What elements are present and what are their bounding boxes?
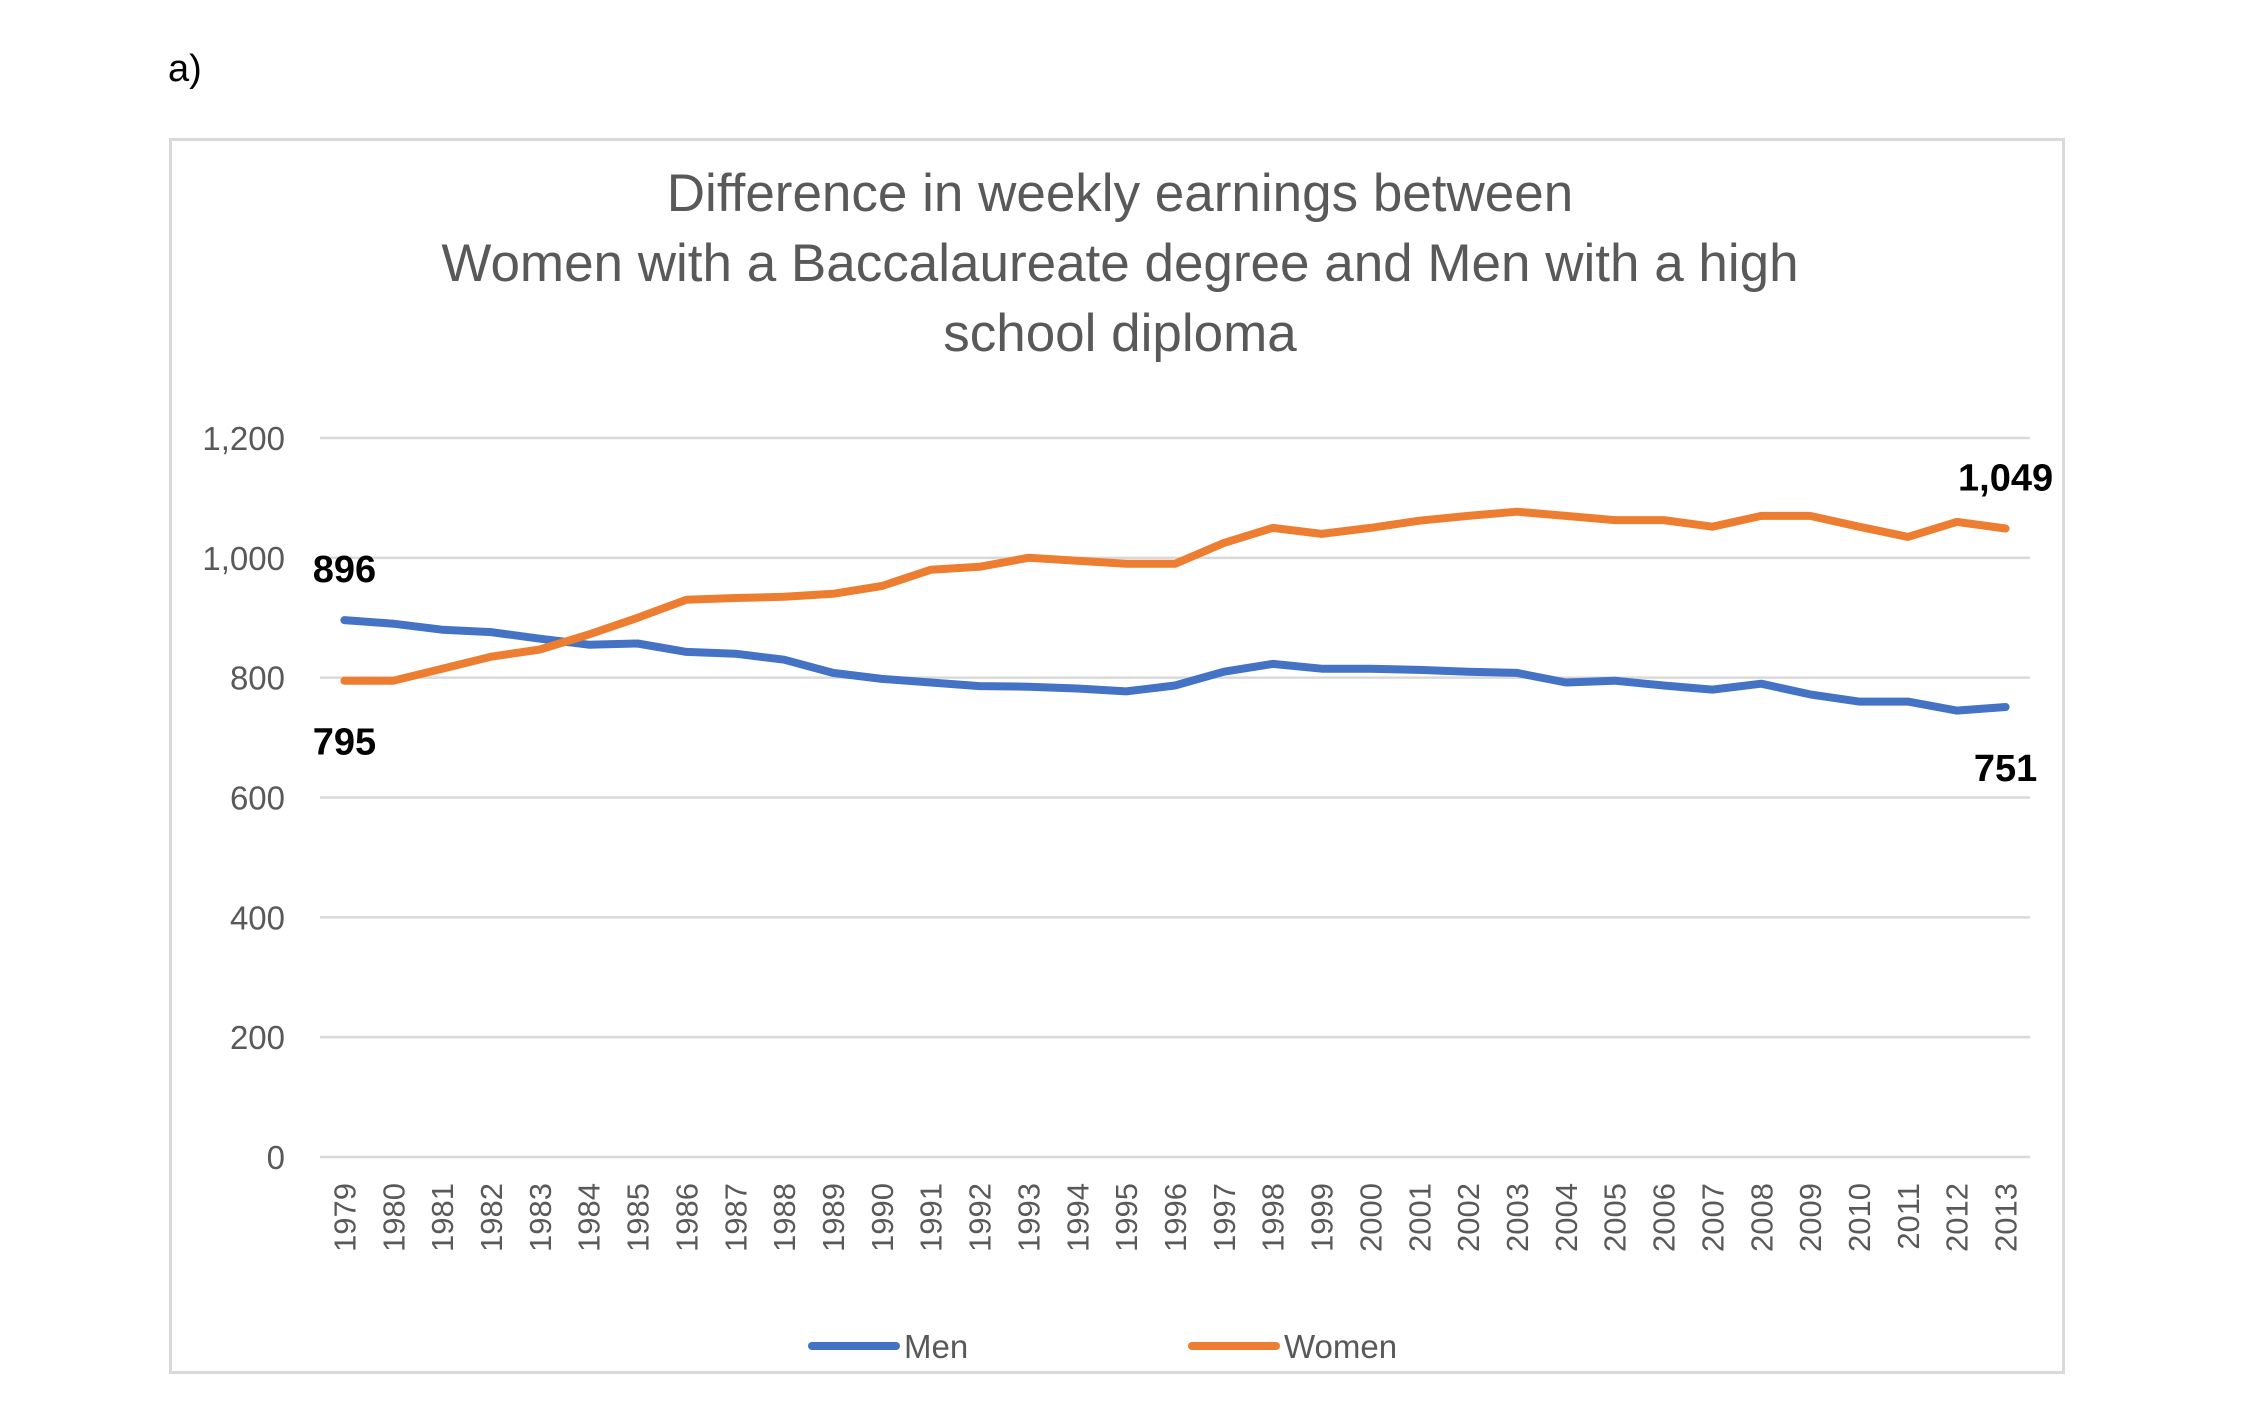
series-line-men	[340, 616, 2010, 715]
y-tick-label: 200	[230, 1019, 285, 1056]
x-tick-label: 2011	[1891, 1183, 1926, 1250]
x-tick-label: 1998	[1256, 1183, 1291, 1252]
x-tick-label: 1991	[914, 1183, 949, 1252]
x-tick-label: 2012	[1940, 1183, 1975, 1252]
data-label: 795	[313, 722, 376, 764]
x-axis: 1979 1980 1981 1982 1983 1984 1985 1986 1987 1988…	[327, 1183, 2023, 1252]
x-tick-label: 2004	[1549, 1183, 1584, 1252]
x-tick-label: 1983	[523, 1183, 558, 1252]
x-tick-label: 2002	[1451, 1183, 1486, 1252]
x-tick-label: 1995	[1109, 1183, 1144, 1252]
chart-frame: Difference in weekly earnings between Wom…	[169, 138, 2065, 1374]
y-axis: 0 200 400 600 800 1,000 1,200	[202, 420, 285, 1176]
x-tick-label: 2006	[1647, 1183, 1682, 1252]
y-tick-label: 0	[267, 1139, 285, 1176]
x-tick-label: 1993	[1011, 1183, 1046, 1252]
chart-title-line: Difference in weekly earnings between	[667, 164, 1573, 223]
legend-label-men: Men	[904, 1328, 968, 1365]
x-tick-label: 1992	[963, 1183, 998, 1252]
x-tick-label: 2001	[1402, 1183, 1437, 1252]
x-tick-label: 1994	[1060, 1183, 1095, 1252]
data-labels: 896 795 1,049 751	[313, 457, 2053, 790]
y-tick-label: 600	[230, 780, 285, 817]
y-tick-label: 1,200	[202, 420, 285, 457]
x-tick-label: 2008	[1744, 1183, 1779, 1252]
x-tick-label: 1979	[327, 1183, 362, 1252]
chart-title-line: Women with a Baccalaureate degree and Me…	[441, 234, 1798, 293]
data-label: 896	[313, 549, 376, 591]
legend: Men Women	[808, 1328, 1397, 1365]
x-tick-label: 1990	[865, 1183, 900, 1252]
x-tick-label: 1984	[572, 1183, 607, 1252]
x-tick-label: 2013	[1989, 1183, 2024, 1252]
data-label: 751	[1974, 748, 2037, 790]
x-tick-label: 2010	[1842, 1183, 1877, 1252]
data-label: 1,049	[1958, 457, 2053, 499]
series-lines	[340, 507, 2010, 715]
y-tick-label: 800	[230, 660, 285, 697]
x-tick-label: 1986	[669, 1183, 704, 1252]
x-tick-label: 2007	[1695, 1183, 1730, 1252]
y-tick-label: 1,000	[202, 540, 285, 577]
x-tick-label: 1989	[816, 1183, 851, 1252]
line-chart: Difference in weekly earnings between Wom…	[202, 164, 2053, 1365]
x-tick-label: 1980	[376, 1183, 411, 1252]
x-tick-label: 1981	[425, 1183, 460, 1252]
x-tick-label: 1997	[1207, 1183, 1242, 1252]
x-tick-label: 1982	[474, 1183, 509, 1252]
x-tick-label: 2000	[1353, 1183, 1388, 1252]
legend-label-women: Women	[1284, 1328, 1397, 1365]
x-tick-label: 2005	[1598, 1183, 1633, 1252]
x-tick-label: 2009	[1793, 1183, 1828, 1252]
chart-title-line: school diploma	[943, 304, 1297, 363]
gridlines	[320, 436, 2030, 1159]
panel-label: a)	[168, 48, 202, 90]
series-line-women	[340, 507, 2010, 685]
x-tick-label: 1985	[621, 1183, 656, 1252]
x-tick-label: 1987	[718, 1183, 753, 1252]
chart-title: Difference in weekly earnings between Wom…	[441, 164, 1798, 363]
y-tick-label: 400	[230, 899, 285, 936]
x-tick-label: 1996	[1158, 1183, 1193, 1252]
x-tick-label: 2003	[1500, 1183, 1535, 1252]
x-tick-label: 1988	[767, 1183, 802, 1252]
x-tick-label: 1999	[1305, 1183, 1340, 1252]
